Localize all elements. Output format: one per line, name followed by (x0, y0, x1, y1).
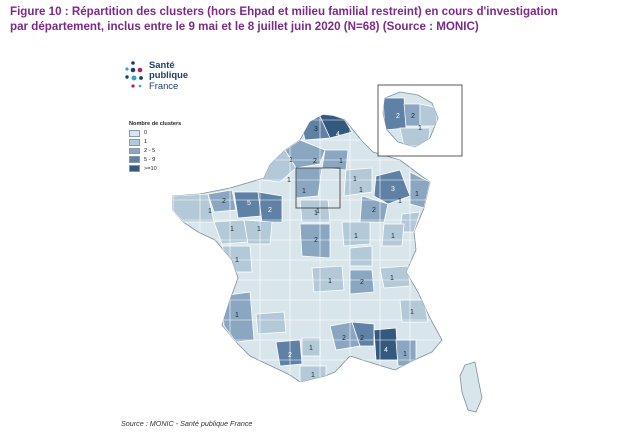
map-count-label: 1 (398, 198, 402, 205)
figure-title-line-2: par département, inclus entre le 9 mai e… (10, 20, 479, 33)
logo-wordmark: Santé publique France (149, 59, 189, 91)
map-count-label: 4 (384, 347, 388, 354)
map-count-label: 1 (391, 233, 395, 240)
map-count-label: 1 (235, 257, 239, 264)
legend-label: >=10 (144, 165, 157, 172)
legend-label: 0 (144, 130, 148, 137)
map-count-label: 2 (360, 279, 364, 286)
legend-swatch (129, 130, 140, 137)
map-count-label: 2 (222, 198, 226, 205)
map-count-label: 1 (309, 345, 313, 352)
figure-source: Source : MONIC - Santé publique France (121, 419, 253, 428)
map-count-label: 2 (342, 335, 346, 342)
dept-haute-garonne (275, 339, 303, 367)
map-count-label: 2 (411, 113, 415, 120)
figure-title-line-1: Figure 10 : Répartition des clusters (ho… (10, 5, 558, 18)
map-count-label: 1 (257, 226, 261, 233)
figure-title: Figure 10 : Répartition des clusters (ho… (10, 4, 620, 34)
map-count-label: 1 (354, 233, 358, 240)
map-count-label: 1 (390, 275, 394, 282)
map-count-label: 1 (339, 158, 343, 165)
map-count-label: 2 (360, 335, 364, 342)
dept-mayenne (257, 191, 283, 223)
map-count-label: 1 (415, 191, 419, 198)
paris-zoom-box (295, 167, 341, 209)
legend-item: 0 (129, 129, 181, 138)
map-count-label: 1 (314, 210, 318, 217)
map-count-labels: 3 4 1 2 1 1 1 1 1 1 2 5 2 1 1 1 3 1 1 2 … (208, 113, 422, 379)
mainland-france (172, 114, 443, 383)
map-count-label: 1 (403, 351, 407, 358)
map-count-label: 2 (314, 237, 318, 244)
map-count-label: 1 (418, 125, 422, 132)
legend-item: >=10 (129, 164, 181, 173)
legend-swatch (129, 165, 140, 172)
logo-dots-icon (125, 61, 143, 88)
map-count-label: 1 (230, 226, 234, 233)
idf-inset (377, 84, 463, 157)
map-count-label: 2 (396, 113, 400, 120)
map-count-label: 1 (328, 278, 332, 285)
map-count-label: 1 (316, 208, 320, 215)
legend-item: 2 - 5 (129, 147, 181, 156)
map-count-label: 5 (247, 200, 251, 207)
logo-line-3: France (149, 79, 179, 91)
dept-vosges (359, 195, 389, 223)
map-count-label: 4 (336, 131, 340, 138)
map-legend: Nombre de clusters 0 1 2 - 5 5 - 9 >=10 (129, 121, 181, 173)
map-count-label: 1 (235, 312, 239, 319)
dept-finistere (173, 193, 215, 223)
legend-label: 2 - 5 (144, 147, 156, 154)
sante-publique-france-logo: Santé publique France (124, 58, 204, 98)
dept-bas-rhin (409, 171, 431, 209)
legend-label: 1 (144, 139, 148, 146)
dept-doubs (381, 223, 405, 247)
legend-title: Nombre de clusters (129, 121, 182, 127)
map-count-label: 1 (287, 177, 291, 184)
map-count-label: 1 (359, 187, 363, 194)
map-count-label: 1 (410, 309, 414, 316)
map-count-label: 1 (208, 208, 212, 215)
dept-saone-et-loire (349, 245, 373, 267)
dept-haute-savoie (379, 265, 411, 289)
legend-item: 5 - 9 (129, 155, 181, 164)
map-count-label: 2 (313, 158, 317, 165)
map-count-label: 3 (391, 186, 395, 193)
dept-ile-de-france (295, 167, 323, 199)
map-count-label: 1 (353, 176, 357, 183)
map-count-label: 1 (311, 372, 315, 379)
dept-maine-et-loire (243, 219, 273, 245)
dept-lot-et-garonne (255, 311, 287, 335)
map-count-label: 2 (372, 207, 376, 214)
legend-swatch (129, 138, 140, 146)
legend-swatch (129, 147, 140, 155)
legend-swatch (129, 156, 140, 164)
corsica (459, 361, 483, 413)
dept-yvelines (383, 97, 407, 131)
map-count-label: 2 (268, 207, 272, 214)
map-count-label: 2 (288, 352, 292, 359)
logo-line-1: Santé (149, 59, 175, 70)
department-regions (173, 115, 431, 382)
map-count-label: 3 (314, 126, 318, 133)
legend-item: 1 (129, 138, 181, 147)
map-count-label: 1 (289, 157, 293, 164)
legend-label: 5 - 9 (144, 156, 156, 163)
dept-cotes-d-armor (207, 189, 237, 213)
dept-bouches-du-rhone (373, 327, 399, 361)
map-count-label: 1 (302, 188, 306, 195)
dept-marne (343, 167, 373, 197)
logo-line-2: publique (149, 69, 189, 81)
dept-alpes-maritimes (399, 299, 429, 323)
